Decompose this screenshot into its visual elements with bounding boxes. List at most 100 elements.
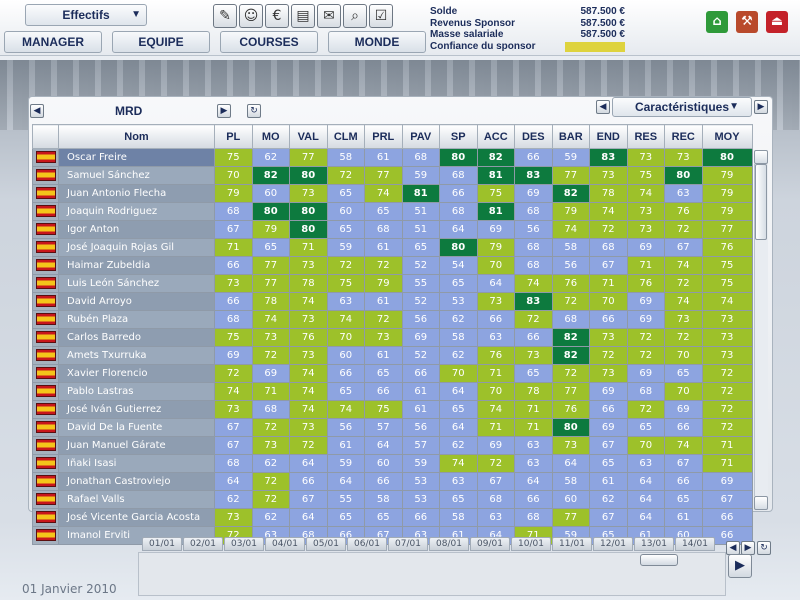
rider-name[interactable]: José Joaquin Rojas Gil xyxy=(58,238,215,257)
table-row[interactable]: Oscar Freire 75 62 77 58 61 68 80 82 66 59 83 73 73 80 xyxy=(32,148,753,167)
prev-view-button[interactable]: ◀ xyxy=(596,100,610,114)
search-icon[interactable]: ⌕ xyxy=(343,4,367,28)
column-header-rec[interactable]: REC xyxy=(664,124,703,149)
day-tab[interactable]: 10/01 xyxy=(511,537,551,551)
tab-courses[interactable]: COURSES xyxy=(220,31,318,53)
money-icon[interactable]: € xyxy=(265,4,289,28)
refresh-button[interactable]: ↻ xyxy=(247,104,261,118)
day-tab[interactable]: 08/01 xyxy=(429,537,469,551)
characteristics-dropdown[interactable]: Caractéristiques ▼ xyxy=(612,97,752,117)
table-row[interactable]: Iñaki Isasi 68 62 64 59 60 59 74 72 63 64 65 63 67 71 xyxy=(32,454,753,473)
table-row[interactable]: Igor Anton 67 79 80 65 68 51 64 69 56 74 72 73 72 77 xyxy=(32,220,753,239)
advance-day-button[interactable]: ▶ xyxy=(728,554,752,578)
rider-name[interactable]: Igor Anton xyxy=(58,220,215,239)
table-row[interactable]: Rubén Plaza 68 74 73 74 72 56 62 66 72 68 66 69 73 73 xyxy=(32,310,753,329)
tab-equipe[interactable]: EQUIPE xyxy=(112,31,210,53)
column-header-nom[interactable]: Nom xyxy=(58,124,215,149)
scrollbar-thumb[interactable] xyxy=(755,164,767,240)
view-dropdown[interactable]: Effectifs ▼ xyxy=(25,4,147,26)
column-header-des[interactable]: DES xyxy=(514,124,553,149)
table-row[interactable]: Jonathan Castroviejo 64 72 66 64 66 53 63 67 64 58… xyxy=(32,472,753,491)
rider-name[interactable]: Luis León Sánchez xyxy=(58,274,215,293)
column-header-sp[interactable]: SP xyxy=(439,124,478,149)
rider-name[interactable]: Samuel Sánchez xyxy=(58,166,215,185)
timeline-reset-button[interactable]: ↻ xyxy=(757,541,771,555)
table-row[interactable]: Luis León Sánchez 73 77 78 75 79 55 65 64 74 76 71 7… xyxy=(32,274,753,293)
rider-name[interactable]: Iñaki Isasi xyxy=(58,454,215,473)
tasks-icon[interactable]: ☑ xyxy=(369,4,393,28)
column-header-acc[interactable]: ACC xyxy=(476,124,515,149)
table-row[interactable]: José Joaquin Rojas Gil 71 65 71 59 61 65 80 79 68… xyxy=(32,238,753,257)
rider-name[interactable]: Juan Manuel Gárate xyxy=(58,436,215,455)
column-header-pav[interactable]: PAV xyxy=(401,124,440,149)
day-tab[interactable]: 14/01 xyxy=(675,537,715,551)
rider-name[interactable]: David Arroyo xyxy=(58,292,215,311)
rider-name[interactable]: José Vicente Garcia Acosta xyxy=(58,508,215,527)
column-header-bar[interactable]: BAR xyxy=(551,124,590,149)
table-row[interactable]: David Arroyo 66 78 74 63 61 52 53 73 83 72 70 69 74 74 xyxy=(32,292,753,311)
tab-monde[interactable]: MONDE xyxy=(328,31,426,53)
exit-button[interactable]: ⏏ xyxy=(766,11,788,33)
table-row[interactable]: Joaquin Rodriguez 68 80 80 60 65 51 68 81 68 79 74 7… xyxy=(32,202,753,221)
rider-name[interactable]: Haimar Zubeldia xyxy=(58,256,215,275)
rider-name[interactable]: Juan Antonio Flecha xyxy=(58,184,215,203)
column-header-mo[interactable]: MO xyxy=(251,124,290,149)
rider-name[interactable]: Jonathan Castroviejo xyxy=(58,472,215,491)
rider-face-icon[interactable]: ☺ xyxy=(239,4,263,28)
day-tab[interactable]: 09/01 xyxy=(470,537,510,551)
home-button[interactable]: ⌂ xyxy=(706,11,728,33)
column-header-moy[interactable]: MOY xyxy=(701,124,753,149)
next-view-button[interactable]: ▶ xyxy=(754,100,768,114)
column-header-prl[interactable]: PRL xyxy=(364,124,403,149)
table-row[interactable]: Juan Antonio Flecha 79 60 73 65 74 81 66 75 69 82 7… xyxy=(32,184,753,203)
day-tab[interactable]: 13/01 xyxy=(634,537,674,551)
table-row[interactable]: David De la Fuente 67 72 73 56 57 56 64 71 71 80 69… xyxy=(32,418,753,437)
rider-name[interactable]: Rafael Valls xyxy=(58,490,215,509)
document-icon[interactable]: ▤ xyxy=(291,4,315,28)
table-row[interactable]: Juan Manuel Gárate 67 73 72 61 64 57 62 69 63 73 67… xyxy=(32,436,753,455)
day-tab[interactable]: 02/01 xyxy=(183,537,223,551)
table-row[interactable]: Samuel Sánchez 70 82 80 72 77 59 68 81 83 77 73 75 80… xyxy=(32,166,753,185)
day-tab[interactable]: 07/01 xyxy=(388,537,428,551)
day-tab[interactable]: 12/01 xyxy=(593,537,633,551)
column-header-val[interactable]: VAL xyxy=(289,124,328,149)
prev-team-button[interactable]: ◀ xyxy=(30,104,44,118)
day-tab[interactable]: 06/01 xyxy=(347,537,387,551)
rider-name[interactable]: Oscar Freire xyxy=(58,148,215,167)
timeline-slider[interactable] xyxy=(640,554,678,566)
tab-manager[interactable]: MANAGER xyxy=(4,31,102,53)
messages-icon[interactable]: ✉ xyxy=(317,4,341,28)
table-row[interactable]: José Vicente Garcia Acosta 73 62 64 65 65 66 58… xyxy=(32,508,753,527)
column-header-pl[interactable]: PL xyxy=(214,124,253,149)
next-team-button[interactable]: ▶ xyxy=(217,104,231,118)
day-tab[interactable]: 03/01 xyxy=(224,537,264,551)
day-tab[interactable]: 11/01 xyxy=(552,537,592,551)
column-header-end[interactable]: END xyxy=(589,124,628,149)
day-tab[interactable]: 01/01 xyxy=(142,537,182,551)
notes-icon[interactable]: ✎ xyxy=(213,4,237,28)
table-row[interactable]: Amets Txurruka 69 72 73 60 61 52 62 76 73 82 72 72 70… xyxy=(32,346,753,365)
rider-name[interactable]: Xavier Florencio xyxy=(58,364,215,383)
scroll-up-button[interactable] xyxy=(754,150,768,164)
table-row[interactable]: Haimar Zubeldia 66 77 73 72 72 52 54 70 68 56 67 71 7… xyxy=(32,256,753,275)
day-tab[interactable]: 04/01 xyxy=(265,537,305,551)
table-row[interactable]: Xavier Florencio 72 69 74 66 65 66 70 71 65 72 73 69… xyxy=(32,364,753,383)
table-row[interactable]: Pablo Lastras 74 71 74 65 66 61 64 70 78 77 69 68 70 7… xyxy=(32,382,753,401)
rider-name[interactable]: Carlos Barredo xyxy=(58,328,215,347)
timeline-prev-button[interactable]: ◀ xyxy=(726,541,740,555)
rider-name[interactable]: Joaquin Rodriguez xyxy=(58,202,215,221)
table-row[interactable]: Rafael Valls 62 72 67 55 58 53 65 68 66 60 62 64 65 67 xyxy=(32,490,753,509)
day-tab[interactable]: 05/01 xyxy=(306,537,346,551)
rider-name[interactable]: José Iván Gutierrez xyxy=(58,400,215,419)
options-button[interactable]: ⚒ xyxy=(736,11,758,33)
scroll-down-button[interactable] xyxy=(754,496,768,510)
column-header-res[interactable]: RES xyxy=(626,124,665,149)
rider-name[interactable]: Pablo Lastras xyxy=(58,382,215,401)
rider-name[interactable]: David De la Fuente xyxy=(58,418,215,437)
column-header-clm[interactable]: CLM xyxy=(326,124,365,149)
table-row[interactable]: Carlos Barredo 75 73 76 70 73 69 58 63 66 82 73 72 72… xyxy=(32,328,753,347)
rider-name[interactable]: Rubén Plaza xyxy=(58,310,215,329)
timeline-next-button[interactable]: ▶ xyxy=(741,541,755,555)
rider-name[interactable]: Amets Txurruka xyxy=(58,346,215,365)
table-row[interactable]: José Iván Gutierrez 73 68 74 74 75 61 65 74 71 76 6… xyxy=(32,400,753,419)
